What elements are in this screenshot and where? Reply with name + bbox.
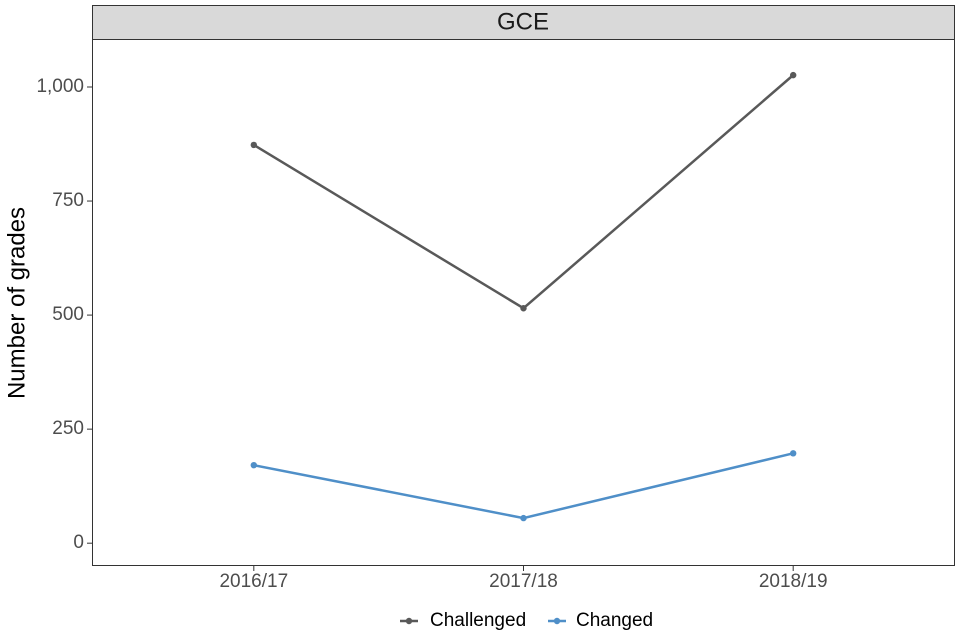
- data-point: [789, 450, 797, 457]
- data-point: [250, 461, 258, 469]
- y-tick-label: 250: [52, 418, 84, 439]
- data-point: [520, 514, 527, 522]
- data-point: [520, 305, 527, 312]
- y-tick-label: 1,000: [36, 76, 84, 97]
- panel-border: [92, 39, 955, 566]
- facet-strip: [92, 5, 955, 40]
- y-tick-label: 500: [52, 304, 84, 325]
- x-tick-label: 2017/18: [489, 571, 558, 592]
- legend-key-point: [405, 617, 413, 625]
- chart-title: GCE: [497, 8, 549, 35]
- data-point: [250, 141, 258, 149]
- x-tick-label: 2016/17: [219, 571, 288, 592]
- data-point: [789, 71, 797, 79]
- legend-label: Changed: [576, 610, 653, 631]
- y-axis-title: Number of grades: [3, 207, 30, 399]
- y-tick-label: 750: [52, 190, 84, 211]
- legend-label: Challenged: [430, 610, 526, 631]
- x-tick-label: 2018/19: [759, 571, 828, 592]
- y-tick-label: 0: [73, 532, 84, 553]
- legend-key-point: [553, 617, 561, 625]
